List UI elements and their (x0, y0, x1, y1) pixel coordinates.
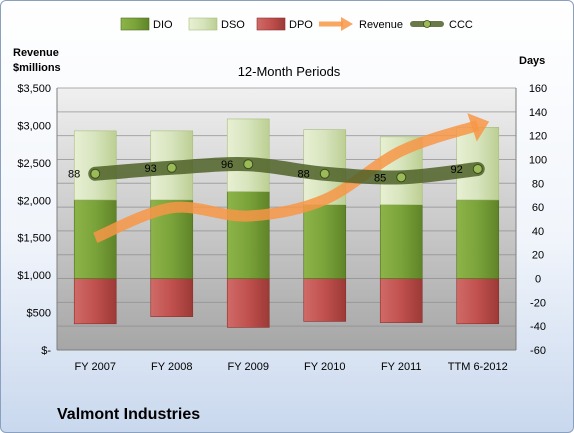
right-tick-label: 60 (532, 202, 544, 214)
left-tick-label: $2,000 (17, 195, 51, 207)
x-tick-label: FY 2007 (75, 361, 116, 373)
ccc-data-label: 92 (451, 164, 463, 176)
chart-title: 12-Month Periods (238, 64, 341, 79)
right-tick-label: 40 (532, 226, 544, 238)
x-tick-label: FY 2009 (228, 361, 269, 373)
bar-dio (456, 199, 500, 279)
ccc-line (88, 157, 485, 185)
right-axis-label: Days (519, 55, 545, 67)
right-tick-label: -40 (530, 321, 546, 333)
bar-dio (73, 199, 117, 279)
revenue-arrowhead (467, 113, 490, 142)
legend-swatch-ccc-marker (423, 20, 431, 28)
bar-dpo (150, 278, 194, 317)
right-tick-label: -60 (530, 345, 546, 357)
left-tick-label: $- (41, 345, 51, 357)
right-tick-label: 0 (535, 274, 541, 286)
bar-dpo (456, 278, 500, 325)
ccc-marker (243, 159, 254, 170)
legend-label-dpo: DPO (289, 19, 313, 31)
left-tick-label: $2,500 (17, 158, 51, 170)
ccc-marker (90, 168, 101, 179)
left-tick-label: $1,500 (17, 233, 51, 245)
right-tick-label: 140 (529, 107, 547, 119)
ccc-data-label: 96 (221, 159, 233, 171)
right-tick-label: -20 (530, 297, 546, 309)
legend-swatch-dso (188, 17, 218, 31)
legend-swatch-dio (120, 17, 150, 31)
bar-dso (73, 130, 117, 201)
x-tick-label: TTM 6-2012 (448, 361, 508, 373)
left-tick-label: $3,500 (17, 83, 51, 95)
ccc-data-label: 88 (298, 169, 310, 181)
bar-dpo (73, 278, 117, 325)
left-axis-label-line2: $millions (13, 62, 61, 74)
x-tick-label: FY 2011 (381, 361, 422, 373)
legend-swatch-revenue-head (341, 17, 353, 31)
right-tick-label: 20 (532, 250, 544, 262)
revenue-line (93, 120, 480, 243)
bar-dso (226, 118, 270, 192)
company-name: Valmont Industries (57, 406, 201, 423)
ccc-data-label: 85 (374, 172, 386, 184)
x-tick-label: FY 2008 (151, 361, 192, 373)
left-tick-label: $1,000 (17, 270, 51, 282)
legend-label-dso: DSO (221, 19, 245, 31)
bar-dpo (226, 278, 270, 328)
bar-dio (226, 191, 270, 279)
ccc-marker (319, 168, 330, 179)
left-axis-label-line1: Revenue (13, 47, 59, 59)
ccc-marker (472, 163, 483, 174)
legend-label-dio: DIO (153, 19, 173, 31)
right-tick-label: 100 (529, 154, 547, 166)
axes-group: $- $500 $1,000 $1,500 $2,000 $2,500 $3,000 $3,5… (17, 83, 547, 373)
right-tick-label: 80 (532, 178, 544, 190)
bars-group (73, 118, 500, 328)
ccc-data-label: 93 (145, 163, 157, 175)
legend-swatch-dpo (256, 17, 286, 31)
x-tick-label: FY 2010 (304, 361, 345, 373)
bar-dio (379, 204, 423, 279)
left-tick-label: $500 (27, 308, 51, 320)
bar-dpo (303, 278, 347, 322)
ccc-marker (166, 162, 177, 173)
legend-label-revenue: Revenue (359, 19, 403, 31)
lines-group: 88 93 96 88 85 92 (68, 113, 490, 243)
ccc-data-label: 88 (68, 169, 80, 181)
left-tick-label: $3,000 (17, 120, 51, 132)
right-tick-label: 160 (529, 83, 547, 95)
right-tick-label: 120 (529, 131, 547, 143)
legend: DIO DSO DPO Revenue CCC (120, 17, 473, 31)
ccc-marker (396, 172, 407, 183)
bar-dpo (379, 278, 423, 323)
legend-label-ccc: CCC (449, 19, 473, 31)
bar-dio (303, 204, 347, 279)
